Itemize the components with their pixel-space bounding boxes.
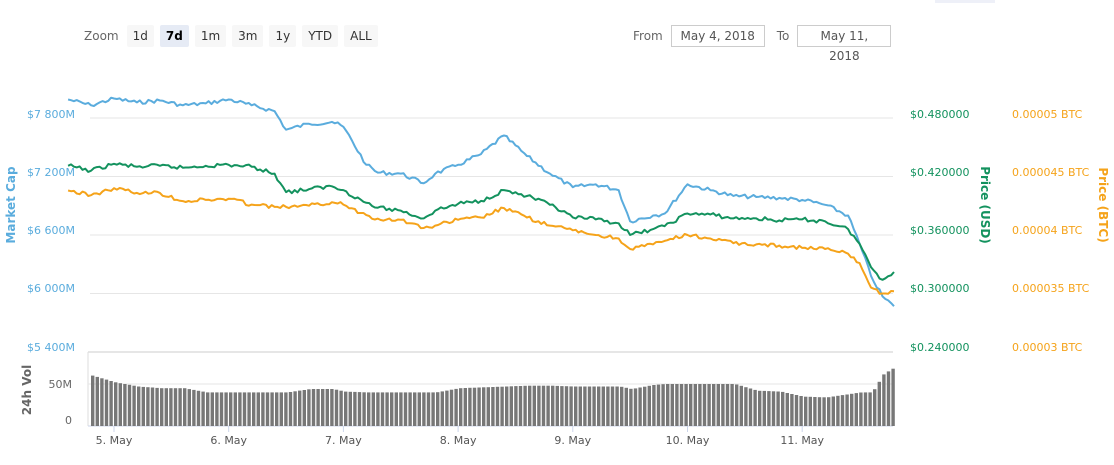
x-axis-tick-label: 10. May: [666, 434, 710, 447]
price-btc-tick: 0.00004 BTC: [1012, 224, 1083, 237]
price-btc-axis-title: Price (BTC): [1096, 167, 1110, 242]
market-cap-tick: $6 600M: [27, 224, 75, 237]
market-cap-tick: $5 400M: [27, 341, 75, 354]
range-button-7d[interactable]: 7d: [159, 25, 189, 47]
range-button-ytd[interactable]: YTD: [302, 25, 339, 47]
x-axis-tick-label: 5. May: [96, 434, 133, 447]
price-btc-axis-labels: 0.00005 BTC 0.000045 BTC 0.00004 BTC 0.0…: [1012, 108, 1090, 354]
range-button-1y[interactable]: 1y: [269, 25, 297, 47]
to-label: To: [776, 29, 790, 43]
to-date-input[interactable]: May 11, 2018: [797, 25, 892, 63]
top-bar-fragment: [935, 0, 995, 3]
price-btc-tick: 0.000045 BTC: [1012, 166, 1090, 179]
volume-tick: 50M: [49, 378, 73, 391]
x-axis-tick-label: 8. May: [440, 434, 477, 447]
volume-tick: 0: [65, 414, 72, 427]
price-usd-axis-title: Price (USD): [978, 166, 992, 244]
price-usd-tick: $0.360000: [910, 224, 970, 237]
market-cap-tick: $7 800M: [27, 108, 75, 121]
zoom-toolbar: Zoom 1d 7d 1m 3m 1y YTD ALL: [84, 24, 384, 48]
price-btc-tick: 0.000035 BTC: [1012, 282, 1090, 295]
x-axis-tick-label: 9. May: [554, 434, 591, 447]
market-cap-line[interactable]: [67, 96, 895, 307]
market-cap-tick: $6 000M: [27, 282, 75, 295]
x-axis-tick-label: 6. May: [210, 434, 247, 447]
volume-bars: [91, 368, 895, 426]
volume-axis-labels: 50M 0: [49, 378, 73, 427]
x-axis-tick-label: 7. May: [325, 434, 362, 447]
market-cap-axis-title: Market Cap: [4, 166, 18, 244]
x-axis-ticks: 5. May 6. May 7. May 8. May 9. May 10. May 11.…: [96, 426, 825, 447]
from-label: From: [633, 29, 663, 43]
price-usd-axis-labels: $0.480000 $0.420000 $0.360000 $0.300000 …: [910, 108, 970, 354]
range-button-all[interactable]: ALL: [344, 25, 378, 47]
price-usd-tick: $0.300000: [910, 282, 970, 295]
range-button-1d[interactable]: 1d: [126, 25, 154, 47]
from-date-input[interactable]: May 4, 2018: [670, 25, 765, 47]
volume-axis-title: 24h Vol: [20, 365, 34, 415]
price-usd-tick: $0.480000: [910, 108, 970, 121]
price-btc-tick: 0.00005 BTC: [1012, 108, 1083, 121]
range-button-1m[interactable]: 1m: [194, 25, 227, 47]
market-cap-tick: $7 200M: [27, 166, 75, 179]
price-usd-tick: $0.420000: [910, 166, 970, 179]
market-cap-axis-labels: $7 800M $7 200M $6 600M $6 000M $5 400M: [27, 108, 75, 354]
zoom-label: Zoom: [84, 29, 119, 43]
price-btc-tick: 0.00003 BTC: [1012, 341, 1083, 354]
date-range-selector: From May 4, 2018 To May 11, 2018: [633, 24, 892, 63]
range-button-3m[interactable]: 3m: [232, 25, 264, 47]
price-btc-line[interactable]: [67, 187, 895, 295]
price-usd-line[interactable]: [67, 162, 895, 281]
grid-lines: [90, 117, 893, 294]
price-usd-tick: $0.240000: [910, 341, 970, 354]
x-axis-tick-label: 11. May: [780, 434, 824, 447]
